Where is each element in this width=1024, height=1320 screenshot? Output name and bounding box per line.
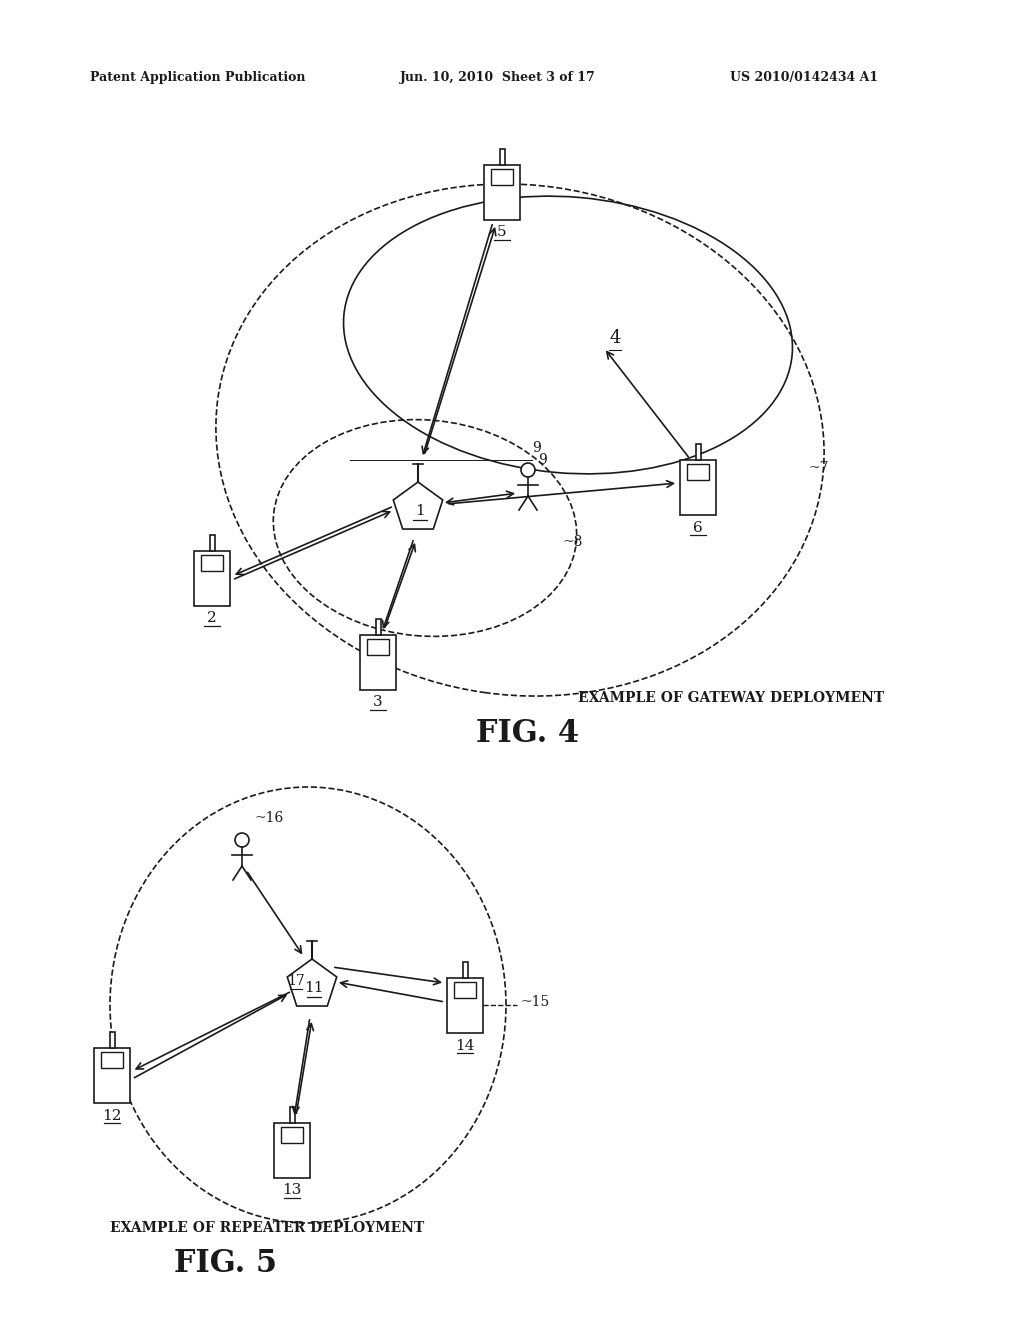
Text: 17: 17 — [287, 974, 305, 987]
Bar — [455, 982, 476, 998]
FancyBboxPatch shape — [274, 1122, 310, 1177]
Text: 9: 9 — [538, 453, 547, 467]
Text: 3: 3 — [373, 696, 383, 710]
Bar — [492, 169, 513, 185]
Text: US 2010/0142434 A1: US 2010/0142434 A1 — [730, 71, 879, 84]
Text: 13: 13 — [283, 1184, 302, 1197]
Text: 2: 2 — [207, 611, 217, 626]
Text: ~16: ~16 — [254, 810, 284, 825]
Bar — [282, 1126, 303, 1143]
Bar — [500, 149, 505, 165]
Text: 4: 4 — [609, 329, 621, 347]
Bar — [110, 1031, 115, 1048]
Text: ~7: ~7 — [808, 461, 828, 475]
FancyBboxPatch shape — [484, 165, 520, 219]
Bar — [463, 961, 468, 978]
Polygon shape — [288, 960, 337, 1006]
FancyBboxPatch shape — [680, 459, 716, 515]
Bar — [376, 619, 381, 635]
Text: ~8: ~8 — [562, 535, 583, 549]
FancyBboxPatch shape — [94, 1048, 130, 1102]
Bar — [290, 1106, 295, 1122]
Text: FIG. 4: FIG. 4 — [476, 718, 580, 748]
Text: 9: 9 — [532, 441, 541, 455]
Text: EXAMPLE OF GATEWAY DEPLOYMENT: EXAMPLE OF GATEWAY DEPLOYMENT — [578, 690, 884, 705]
Text: 6: 6 — [693, 520, 702, 535]
Text: EXAMPLE OF REPEATER DEPLOYMENT: EXAMPLE OF REPEATER DEPLOYMENT — [110, 1221, 424, 1236]
Bar — [368, 639, 389, 655]
Text: 1: 1 — [415, 504, 425, 517]
Bar — [695, 444, 700, 459]
Polygon shape — [393, 482, 442, 529]
FancyBboxPatch shape — [194, 550, 230, 606]
Text: FIG. 5: FIG. 5 — [173, 1247, 276, 1279]
Circle shape — [234, 833, 249, 847]
Text: 12: 12 — [102, 1109, 122, 1122]
Text: 14: 14 — [456, 1039, 475, 1052]
Bar — [210, 535, 214, 550]
Text: Jun. 10, 2010  Sheet 3 of 17: Jun. 10, 2010 Sheet 3 of 17 — [400, 71, 596, 84]
Text: 11: 11 — [304, 981, 324, 995]
Text: Patent Application Publication: Patent Application Publication — [90, 71, 305, 84]
Bar — [101, 1052, 123, 1068]
Bar — [687, 463, 709, 480]
FancyBboxPatch shape — [360, 635, 396, 689]
FancyBboxPatch shape — [447, 978, 483, 1032]
Text: 5: 5 — [498, 226, 507, 239]
Bar — [201, 554, 223, 572]
Text: ~15: ~15 — [520, 995, 549, 1008]
Circle shape — [521, 463, 535, 477]
